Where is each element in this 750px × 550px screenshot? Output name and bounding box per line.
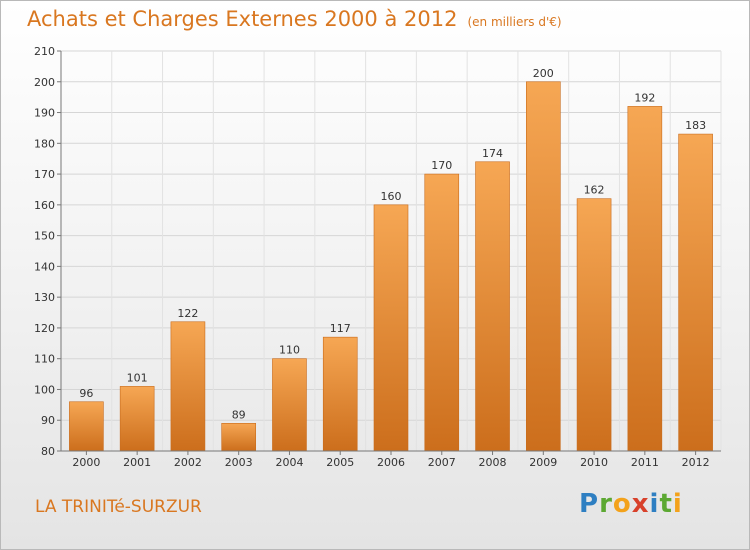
y-tick-label: 190 bbox=[34, 107, 55, 120]
chart-title: Achats et Charges Externes 2000 à 2012 (e… bbox=[27, 7, 562, 31]
logo-letter: o bbox=[612, 489, 632, 519]
x-tick-label: 2010 bbox=[580, 456, 608, 469]
y-tick-label: 80 bbox=[41, 445, 55, 458]
chart-title-text: Achats et Charges Externes 2000 à 2012 bbox=[27, 7, 458, 31]
y-tick-label: 90 bbox=[41, 414, 55, 427]
bar-value-label: 200 bbox=[533, 67, 554, 80]
y-tick-label: 130 bbox=[34, 291, 55, 304]
y-tick-label: 200 bbox=[34, 76, 55, 89]
x-tick-label: 2005 bbox=[326, 456, 354, 469]
bar-value-label: 117 bbox=[330, 322, 351, 335]
y-tick-label: 110 bbox=[34, 353, 55, 366]
bar bbox=[272, 358, 307, 452]
bar-value-label: 101 bbox=[127, 371, 148, 384]
bar bbox=[424, 173, 460, 452]
bar bbox=[526, 81, 561, 452]
x-tick-label: 2009 bbox=[529, 456, 557, 469]
x-tick-label: 2011 bbox=[631, 456, 659, 469]
bar-value-label: 160 bbox=[381, 190, 402, 203]
proxiti-logo: Proxiti bbox=[579, 489, 683, 519]
bar-value-label: 192 bbox=[634, 91, 655, 104]
bar bbox=[221, 423, 256, 452]
labels-layer: 96 101 122 89 110 117 160 170 174 200 162 192 183 bbox=[79, 67, 706, 422]
logo-letter: r bbox=[599, 489, 613, 519]
place-name: LA TRINITé-SURZUR bbox=[35, 497, 202, 517]
bar-value-label: 89 bbox=[232, 408, 246, 421]
bar bbox=[627, 106, 663, 452]
logo-letter: i bbox=[672, 489, 683, 519]
bar-value-label: 96 bbox=[79, 387, 93, 400]
x-tick-label: 2004 bbox=[275, 456, 303, 469]
bar bbox=[322, 336, 358, 452]
logo-letter: P bbox=[579, 489, 600, 519]
bar bbox=[475, 161, 510, 452]
axis-layer: 8090100110120130140150160170180190200210… bbox=[34, 45, 721, 469]
logo-letter: i bbox=[649, 489, 660, 519]
chart-title-unit: (en milliers d'€) bbox=[467, 15, 562, 29]
bar bbox=[576, 198, 612, 452]
bar bbox=[373, 204, 409, 452]
bar bbox=[69, 401, 104, 452]
y-tick-label: 170 bbox=[34, 168, 55, 181]
bar-value-label: 170 bbox=[431, 159, 452, 172]
x-tick-label: 2003 bbox=[225, 456, 253, 469]
x-tick-label: 2001 bbox=[123, 456, 151, 469]
bar bbox=[170, 321, 206, 452]
x-tick-label: 2012 bbox=[682, 456, 710, 469]
bar-value-label: 110 bbox=[279, 344, 300, 357]
y-tick-label: 100 bbox=[34, 383, 55, 396]
x-tick-label: 2000 bbox=[72, 456, 100, 469]
y-tick-label: 150 bbox=[34, 230, 55, 243]
bar-value-label: 122 bbox=[177, 307, 198, 320]
bar bbox=[678, 133, 713, 452]
x-tick-label: 2002 bbox=[174, 456, 202, 469]
y-tick-label: 120 bbox=[34, 322, 55, 335]
logo-letter: x bbox=[631, 489, 650, 519]
bar-value-label: 162 bbox=[584, 184, 605, 197]
y-tick-label: 180 bbox=[34, 137, 55, 150]
x-tick-label: 2008 bbox=[479, 456, 507, 469]
y-tick-label: 160 bbox=[34, 199, 55, 212]
y-tick-label: 210 bbox=[34, 45, 55, 58]
x-tick-label: 2007 bbox=[428, 456, 456, 469]
y-tick-label: 140 bbox=[34, 260, 55, 273]
x-tick-label: 2006 bbox=[377, 456, 405, 469]
logo-letter: t bbox=[659, 489, 673, 519]
bar-value-label: 183 bbox=[685, 119, 706, 132]
bars-layer bbox=[69, 81, 713, 452]
bar bbox=[119, 386, 155, 452]
bar-value-label: 174 bbox=[482, 147, 503, 160]
